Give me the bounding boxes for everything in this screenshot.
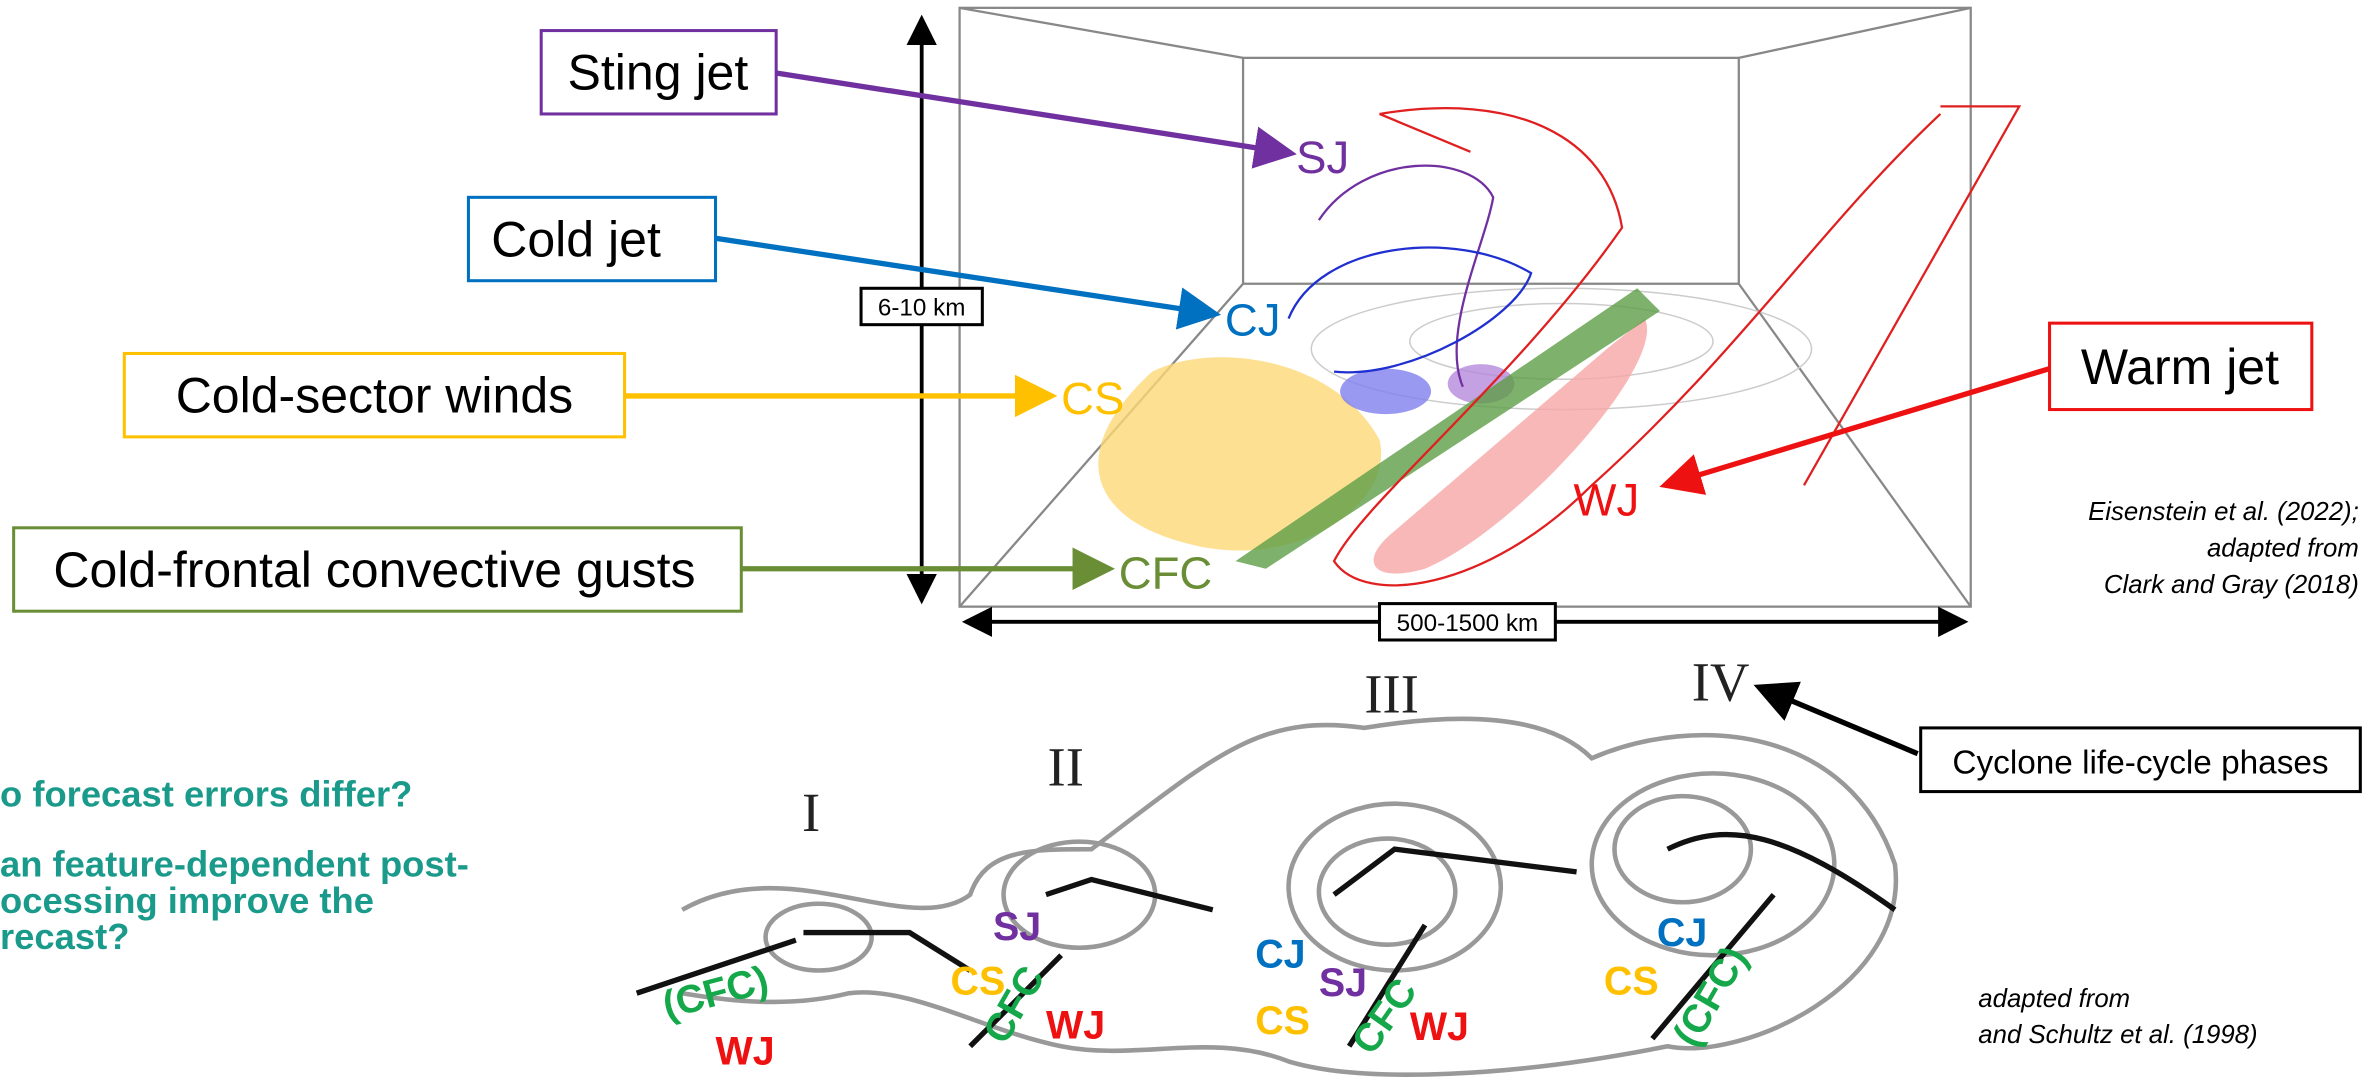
- abbr: SJ: [1296, 132, 1349, 183]
- credit: adapted from: [1978, 985, 2130, 1013]
- feature-label: CS: [1604, 960, 1659, 1004]
- feature-label: WJ: [716, 1029, 775, 1073]
- abbr: CS: [1061, 373, 1124, 424]
- abbr: WJ: [1574, 475, 1640, 526]
- question: o forecast errors differ?: [0, 774, 412, 815]
- horizontal-scale: 500-1500 km: [1397, 610, 1539, 637]
- feature-label: SJ: [1319, 961, 1367, 1005]
- phase-label: I: [802, 782, 820, 843]
- credit: and Schultz et al. (1998): [1978, 1021, 2257, 1049]
- credit: adapted from: [2207, 535, 2359, 563]
- abbr: CJ: [1225, 294, 1281, 345]
- feature-label: WJ: [1410, 1005, 1469, 1049]
- vertical-scale: 6-10 km: [878, 295, 966, 322]
- arrow: [776, 73, 1291, 153]
- callout-label: Warm jet: [2081, 339, 2279, 395]
- feature-label: CS: [1255, 999, 1310, 1043]
- feature-label: (CFC): [1665, 939, 1757, 1054]
- feature-label: CJ: [1255, 932, 1305, 976]
- phase-label: III: [1364, 664, 1419, 725]
- question: an feature-dependent post-: [0, 843, 469, 884]
- question: ocessing improve the: [0, 880, 374, 921]
- feature-label: CJ: [1657, 911, 1707, 955]
- credit: Clark and Gray (2018): [2104, 571, 2359, 599]
- arrow: [1758, 687, 1917, 754]
- feature-label: SJ: [993, 905, 1041, 949]
- callout-label: Cold-frontal convective gusts: [53, 542, 695, 598]
- phase-label: IV: [1692, 652, 1750, 713]
- arrow: [1665, 369, 2050, 486]
- callout-label: Cold jet: [491, 211, 661, 267]
- abbr: CFC: [1119, 547, 1212, 598]
- phase-caption: Cyclone life-cycle phases: [1952, 744, 2328, 781]
- feature-label: WJ: [1046, 1004, 1105, 1048]
- slide: 6-10 km 500-1500 km Sting jet Cold jet C…: [0, 0, 2377, 1092]
- credit: Eisenstein et al. (2022);: [2088, 498, 2359, 526]
- callout-label: Sting jet: [568, 45, 749, 101]
- schematic: [1098, 106, 2019, 585]
- callout-label: Cold-sector winds: [176, 368, 574, 424]
- question: recast?: [0, 916, 129, 957]
- phase-label: II: [1048, 737, 1084, 798]
